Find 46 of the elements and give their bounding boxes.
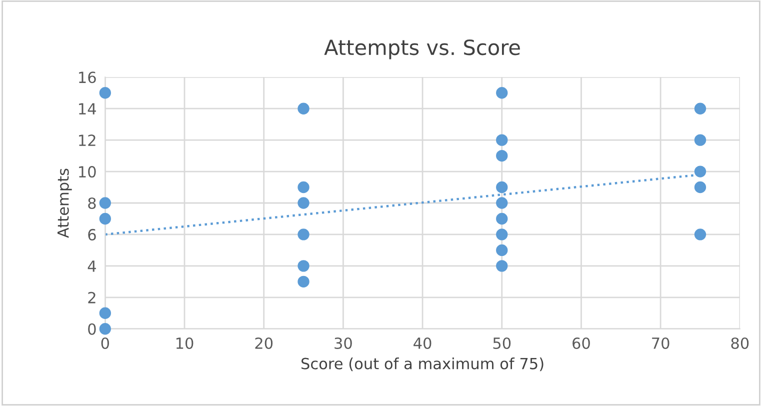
point <box>496 228 508 240</box>
point <box>298 260 310 272</box>
x-tick-label: 70 <box>652 337 670 350</box>
point <box>496 244 508 256</box>
y-axis-title: Attempts <box>58 168 72 238</box>
x-tick-label: 50 <box>493 337 511 350</box>
x-tick-label: 60 <box>572 337 590 350</box>
y-tick-label: 14 <box>79 103 96 114</box>
point <box>694 166 706 178</box>
point <box>694 102 706 114</box>
point <box>496 134 508 146</box>
x-axis-title: Score (out of a maximum of 75) <box>301 358 544 372</box>
point <box>99 87 111 99</box>
point <box>99 323 111 335</box>
point <box>496 150 508 162</box>
point <box>496 87 508 99</box>
x-tick-label: 20 <box>255 337 273 350</box>
point <box>298 276 310 288</box>
point <box>298 228 310 240</box>
point <box>694 181 706 194</box>
point <box>99 212 111 225</box>
point <box>298 102 310 114</box>
point <box>694 228 706 240</box>
x-tick-label: 10 <box>176 337 194 350</box>
y-tick-label: 16 <box>79 72 96 84</box>
point <box>298 181 310 194</box>
point <box>298 197 310 209</box>
y-tick-label: 4 <box>88 260 96 272</box>
y-tick-label: 2 <box>88 292 96 304</box>
y-tick-label: 10 <box>79 166 96 178</box>
x-tick-label: 40 <box>414 337 432 350</box>
chart-title: Attempts vs. Score <box>324 39 520 60</box>
point <box>99 307 111 319</box>
point <box>496 197 508 209</box>
y-tick-label: 6 <box>88 228 96 240</box>
x-tick-label: 30 <box>334 337 352 350</box>
point <box>99 197 111 209</box>
point <box>694 134 706 146</box>
y-tick-label: 12 <box>79 134 96 146</box>
x-tick-label: 0 <box>101 337 109 350</box>
point <box>496 260 508 272</box>
point <box>496 212 508 225</box>
x-tick-label: 80 <box>731 337 749 350</box>
point <box>496 181 508 194</box>
y-tick-label: 0 <box>88 323 96 335</box>
y-tick-label: 8 <box>88 197 96 210</box>
